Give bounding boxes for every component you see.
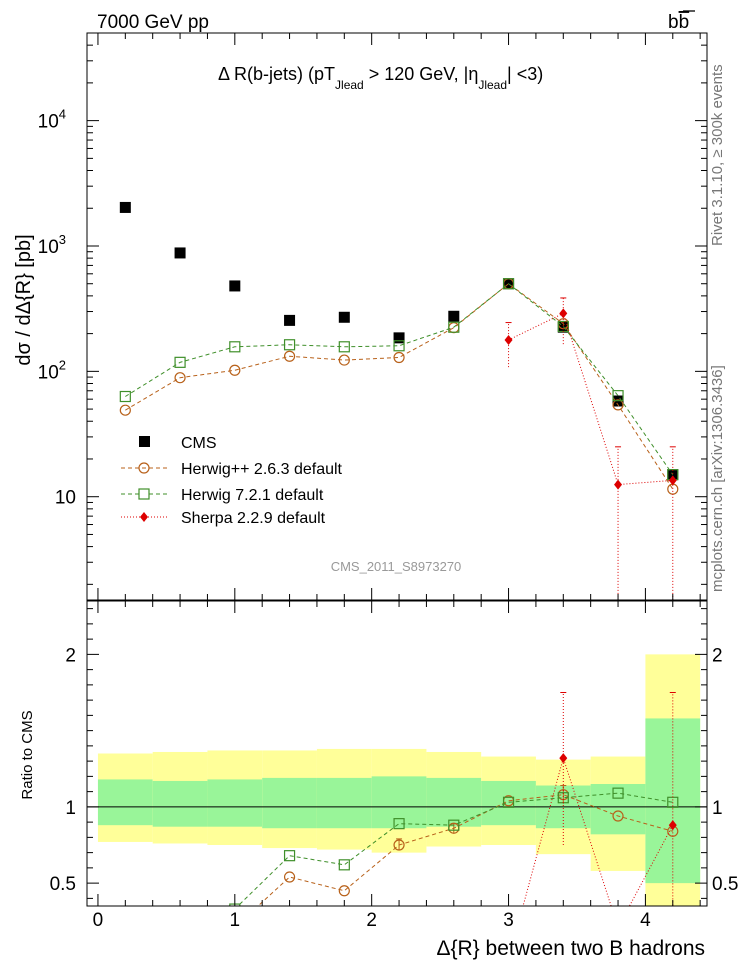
- ratio-data-layer: [120, 692, 679, 961]
- data-point: [338, 885, 350, 897]
- ratio-xtick-label: 1: [230, 910, 241, 931]
- ratio-xlabel: Δ{R} between two B hadrons: [436, 937, 705, 960]
- data-point: [119, 404, 131, 416]
- main-title: Δ R(b-jets) (pTJlead > 120 GeV, |ηJlead|…: [218, 64, 543, 92]
- legend-herwig7-marker: [138, 488, 150, 500]
- band-inner-bin: [371, 776, 427, 829]
- data-point: [612, 810, 624, 822]
- ratio-ytick-label: 2: [65, 645, 76, 666]
- rivet-label: Rivet 3.1.10, ≥ 300k events: [709, 64, 726, 246]
- series-line: [125, 283, 674, 475]
- series-line: [237, 792, 673, 906]
- data-point: [283, 871, 296, 883]
- data-point: [338, 341, 350, 353]
- data-point: [284, 314, 296, 326]
- legend-herwig7-label: Herwig 7.2.1 default: [181, 487, 324, 504]
- data-point: [502, 278, 515, 290]
- data-point: [668, 820, 677, 831]
- band-inner-bin: [262, 777, 317, 829]
- data-point: [175, 934, 185, 944]
- ratio-bands: [87, 654, 707, 906]
- ratio-ytick-label: 0.5: [50, 874, 76, 895]
- data-point: [338, 354, 350, 366]
- ratio-ytick-label-right: 1: [712, 798, 723, 819]
- data-point: [174, 372, 186, 384]
- data-point: [612, 399, 624, 411]
- series-line: [522, 756, 674, 906]
- legend-sherpa-marker: [140, 512, 148, 522]
- data-point: [283, 339, 296, 351]
- data-point: [338, 311, 350, 323]
- mcplots-label: mcplots.cern.ch [arXiv:1306.3436]: [709, 365, 726, 592]
- data-point: [283, 850, 296, 862]
- main-data-layer: [119, 201, 679, 600]
- main-ytick-label-1000: 103: [38, 232, 66, 258]
- ratio-ylabel: Ratio to CMS: [19, 710, 36, 799]
- ratio-xtick-label: 3: [503, 910, 514, 931]
- data-point: [283, 350, 296, 362]
- band-inner-bin: [426, 777, 482, 827]
- data-point: [559, 753, 568, 764]
- series-line: [508, 312, 673, 486]
- ratio-xtick-label: 2: [366, 910, 377, 931]
- data-point: [119, 390, 131, 403]
- process-label: bb: [668, 12, 689, 33]
- main-ytick-label-100: 102: [38, 357, 66, 383]
- energy-label: 7000 GeV pp: [97, 12, 209, 33]
- band-inner-bin: [207, 779, 263, 827]
- series-line: [125, 283, 674, 490]
- band-inner-bin: [590, 784, 646, 835]
- ratio-ytick-label-right: 2: [712, 645, 723, 666]
- data-point: [502, 796, 515, 808]
- data-point: [229, 364, 241, 376]
- legend: CMS Herwig++ 2.6.3 default Herwig 7.2.1 …: [121, 435, 343, 527]
- band-inner-bin: [481, 780, 536, 826]
- main-ytick-label-10: 10: [55, 488, 76, 509]
- data-point: [119, 201, 131, 213]
- data-point: [175, 939, 185, 949]
- data-point: [229, 280, 241, 292]
- band-inner-bin: [152, 780, 208, 827]
- data-point: [338, 859, 350, 871]
- data-point: [448, 321, 460, 333]
- data-point: [612, 787, 624, 799]
- data-point: [120, 951, 130, 961]
- data-point: [393, 332, 405, 344]
- data-point: [174, 247, 186, 259]
- main-frame: [86, 32, 708, 601]
- band-inner-bin: [97, 779, 153, 826]
- band-inner-bin: [316, 777, 372, 829]
- ratio-ytick-label: 1: [65, 798, 76, 819]
- data-point: [559, 308, 568, 319]
- ratio-xtick-label: 0: [93, 910, 104, 931]
- legend-cms-label: CMS: [181, 435, 217, 452]
- data-point: [612, 390, 624, 402]
- main-axes: 10 102 103 104: [38, 32, 708, 601]
- legend-herwigpp-marker: [138, 462, 150, 474]
- main-ylabel: dσ / dΔ{R} [pb]: [13, 234, 35, 365]
- data-point: [174, 356, 186, 368]
- data-point: [393, 351, 405, 364]
- main-ytick-label-10000: 104: [38, 107, 66, 133]
- ratio-frame: [86, 600, 708, 907]
- ratio-xtick-label: 4: [640, 910, 651, 931]
- legend-sherpa-label: Sherpa 2.2.9 default: [181, 510, 326, 527]
- legend-herwigpp-label: Herwig++ 2.6.3 default: [181, 461, 343, 478]
- data-point: [120, 950, 130, 960]
- data-point: [393, 839, 405, 851]
- data-point: [668, 475, 677, 486]
- data-point: [229, 341, 241, 353]
- data-point: [448, 310, 460, 322]
- data-point: [393, 340, 405, 352]
- data-point: [614, 479, 623, 490]
- data-point: [614, 922, 622, 932]
- data-point: [448, 819, 460, 831]
- data-point: [504, 334, 513, 345]
- analysis-watermark: CMS_2011_S8973270: [331, 559, 462, 574]
- legend-cms-marker: [139, 436, 150, 447]
- ratio-axes: 0 1 2 3 4 0.5 0.5 1 1 2 2: [50, 600, 738, 931]
- data-point: [393, 818, 405, 830]
- ratio-ytick-label-right: 0.5: [712, 874, 738, 895]
